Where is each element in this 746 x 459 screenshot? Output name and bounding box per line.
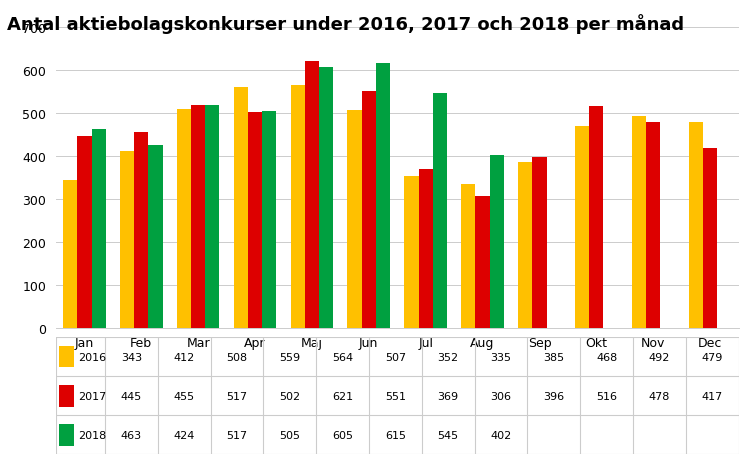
Bar	[319, 68, 333, 328]
Text: 516: 516	[596, 391, 617, 401]
Text: 335: 335	[491, 352, 512, 362]
Bar	[419, 170, 433, 328]
Bar	[305, 62, 319, 328]
Bar	[475, 197, 489, 328]
Text: 445: 445	[121, 391, 142, 401]
Bar	[59, 424, 74, 446]
Bar	[78, 137, 92, 328]
Bar	[59, 385, 74, 407]
Text: 343: 343	[121, 352, 142, 362]
Bar	[376, 64, 390, 328]
Text: 455: 455	[174, 391, 195, 401]
Text: 478: 478	[649, 391, 670, 401]
Text: 508: 508	[227, 352, 248, 362]
Text: 306: 306	[491, 391, 512, 401]
Text: 479: 479	[701, 352, 723, 362]
Bar	[632, 117, 646, 328]
Bar	[291, 86, 305, 328]
Text: 385: 385	[543, 352, 564, 362]
Bar	[134, 133, 148, 328]
Text: 369: 369	[438, 391, 459, 401]
Text: 417: 417	[701, 391, 723, 401]
Bar	[461, 185, 475, 328]
Text: 564: 564	[332, 352, 353, 362]
Bar	[703, 149, 717, 328]
Text: 402: 402	[490, 430, 512, 440]
Bar	[348, 111, 362, 328]
Bar	[489, 156, 504, 328]
Text: 412: 412	[174, 352, 195, 362]
Bar	[233, 88, 248, 328]
Bar	[177, 110, 191, 328]
Bar	[63, 181, 78, 328]
Text: 517: 517	[227, 391, 248, 401]
Text: 2016: 2016	[78, 352, 106, 362]
Text: 463: 463	[121, 430, 142, 440]
Bar	[59, 346, 74, 368]
Text: 492: 492	[649, 352, 670, 362]
Text: 517: 517	[227, 430, 248, 440]
Bar	[362, 91, 376, 328]
Text: 2017: 2017	[78, 391, 106, 401]
Text: 507: 507	[385, 352, 406, 362]
Bar	[689, 123, 703, 328]
Bar	[205, 106, 219, 328]
Text: 468: 468	[596, 352, 617, 362]
Bar	[646, 123, 660, 328]
Text: 559: 559	[279, 352, 301, 362]
Text: 551: 551	[385, 391, 406, 401]
Text: 2018: 2018	[78, 430, 106, 440]
Text: 352: 352	[438, 352, 459, 362]
Text: 621: 621	[332, 391, 353, 401]
Bar	[533, 158, 547, 328]
Text: 615: 615	[385, 430, 406, 440]
Bar	[433, 94, 447, 328]
Bar	[575, 127, 589, 328]
Bar	[262, 111, 276, 328]
Text: Antal aktiebolagskonkurser under 2016, 2017 och 2018 per månad: Antal aktiebolagskonkurser under 2016, 2…	[7, 14, 685, 34]
Bar	[191, 106, 205, 328]
Bar	[589, 106, 604, 328]
Text: 424: 424	[174, 430, 195, 440]
Bar	[518, 163, 533, 328]
Text: 605: 605	[332, 430, 353, 440]
Bar	[248, 112, 262, 328]
Text: 545: 545	[438, 430, 459, 440]
Bar	[148, 146, 163, 328]
Bar	[120, 151, 134, 328]
Text: 396: 396	[543, 391, 564, 401]
Text: 502: 502	[279, 391, 301, 401]
Bar	[92, 129, 106, 328]
Bar	[404, 177, 419, 328]
Text: 505: 505	[279, 430, 301, 440]
